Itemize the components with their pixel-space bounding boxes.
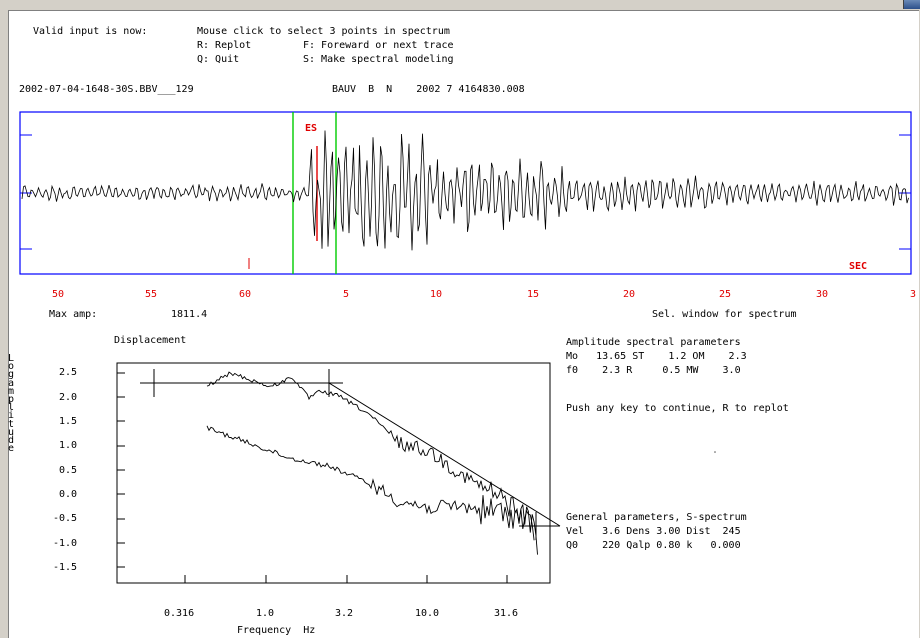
spectrum-ylabel: Log amplitude bbox=[7, 353, 15, 455]
phase-pick-label: ES bbox=[305, 123, 318, 134]
trace-tick-label: 55 bbox=[145, 289, 158, 300]
selected-point-marker[interactable] bbox=[140, 369, 171, 397]
option-forward: F: Foreward or next trace bbox=[303, 40, 454, 51]
trace-tick-label: 5 bbox=[343, 289, 350, 300]
spectrum-ytick: 1.5 bbox=[59, 416, 78, 427]
trace-tick-label: 60 bbox=[239, 289, 252, 300]
option-spectral-model: S: Make spectral modeling bbox=[303, 54, 454, 65]
amplitude-params-row: f0 2.3 R 0.5 MW 3.0 bbox=[566, 365, 741, 376]
spectrum-xtick: 3.2 bbox=[335, 608, 354, 619]
trace-tick-label: 50 bbox=[52, 289, 65, 300]
spectrum-ytick: 0.5 bbox=[59, 465, 78, 476]
noise-spectrum-curve bbox=[206, 425, 535, 541]
spectrum-ticks bbox=[117, 372, 508, 583]
spectrum-ytick: 0.0 bbox=[59, 489, 78, 500]
spectrum-ytick: -1.5 bbox=[53, 562, 78, 573]
general-params-title: General parameters, S-spectrum bbox=[566, 512, 747, 523]
spectral-model-fit bbox=[140, 382, 561, 527]
window-corner-icon[interactable] bbox=[903, 0, 920, 9]
input-prompt-text: Mouse click to select 3 points in spectr… bbox=[197, 26, 450, 37]
spectrum-title: Displacement bbox=[114, 335, 187, 346]
station-info: BAUV B N 2002 7 4164830.008 bbox=[332, 84, 525, 95]
spectrum-ytick: 2.0 bbox=[59, 392, 78, 403]
trace-file-name: 2002-07-04-1648-30S.BBV___129 bbox=[19, 84, 194, 95]
max-amp-value: 1811.4 bbox=[171, 309, 208, 320]
amplitude-params-row: Mo 13.65 ST 1.2 OM 2.3 bbox=[566, 351, 747, 362]
selected-point-marker[interactable] bbox=[315, 369, 343, 397]
spectrum-ytick: 2.5 bbox=[59, 367, 78, 378]
trace-tick-label: 25 bbox=[719, 289, 732, 300]
amplitude-params-title: Amplitude spectral parameters bbox=[566, 337, 741, 348]
spectrum-xtick: 0.316 bbox=[164, 608, 195, 619]
general-params-row: Vel 3.6 Dens 3.00 Dist 245 bbox=[566, 526, 741, 537]
selection-window-label: Sel. window for spectrum bbox=[652, 309, 797, 320]
spectrum-xlabel: Frequency Hz bbox=[237, 625, 316, 636]
spectrum-xtick: 1.0 bbox=[256, 608, 275, 619]
input-prompt-label: Valid input is now: bbox=[33, 26, 148, 37]
plot-graphics bbox=[19, 111, 912, 584]
spectrum-ytick: 1.0 bbox=[59, 440, 78, 451]
trace-tick-label: 3 bbox=[910, 289, 917, 300]
max-amp-label: Max amp: bbox=[49, 309, 98, 320]
spectrum-xtick: 10.0 bbox=[415, 608, 440, 619]
sec-label: SEC bbox=[849, 261, 868, 272]
spectrum-frame bbox=[116, 362, 551, 584]
general-params-row: Q0 220 Qalp 0.80 k 0.000 bbox=[566, 540, 741, 551]
spectrum-xtick: 31.6 bbox=[494, 608, 519, 619]
plot-canvas[interactable]: Valid input is now: Mouse click to selec… bbox=[8, 10, 919, 638]
trace-tick-label: 30 bbox=[816, 289, 829, 300]
spectrum-ytick: -0.5 bbox=[53, 513, 78, 524]
spectrum-ytick: -1.0 bbox=[53, 538, 78, 549]
trace-frame bbox=[19, 111, 912, 275]
trace-tick-label: 20 bbox=[623, 289, 636, 300]
seismogram-trace bbox=[21, 130, 909, 251]
option-replot: R: Replot bbox=[197, 40, 252, 51]
stray-dot bbox=[714, 451, 716, 453]
continue-prompt: Push any key to continue, R to replot bbox=[566, 403, 789, 414]
trace-tick-label: 15 bbox=[527, 289, 540, 300]
option-quit: Q: Quit bbox=[197, 54, 240, 65]
selected-point-marker[interactable] bbox=[519, 512, 560, 540]
signal-spectrum-curve bbox=[206, 371, 538, 555]
trace-tick-label: 10 bbox=[430, 289, 443, 300]
